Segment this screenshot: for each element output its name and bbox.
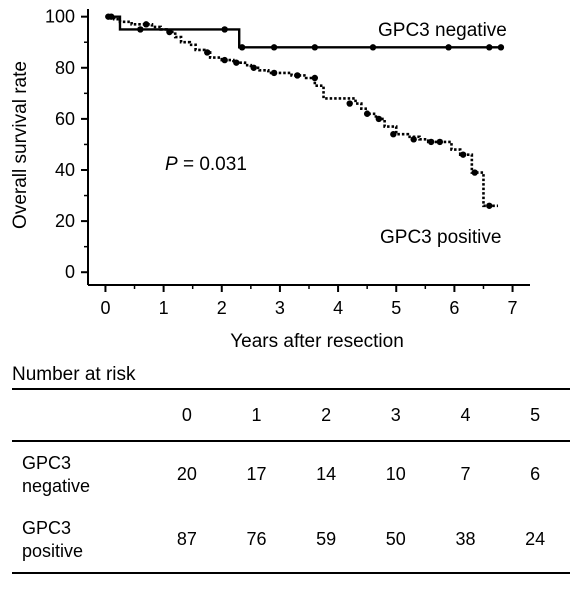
risk-count: 59 — [316, 529, 337, 549]
x-tick-label: 5 — [391, 298, 401, 318]
censor-mark — [369, 44, 377, 51]
x-tick-label: 2 — [217, 298, 227, 318]
risk-table-corner — [12, 389, 152, 441]
series-label-positive: GPC3 positive — [380, 227, 501, 248]
censor-mark — [486, 202, 493, 209]
censor-mark — [238, 44, 246, 51]
censor-mark — [311, 44, 319, 51]
x-tick-label: 4 — [333, 298, 343, 318]
censor-mark — [233, 59, 240, 66]
risk-count: 14 — [316, 464, 337, 484]
risk-year-5: 5 — [530, 404, 541, 425]
x-tick-label: 7 — [508, 298, 518, 318]
row-label-negative: GPC3 negative — [22, 452, 91, 496]
p-value-annotation: P = 0.031 — [165, 154, 247, 175]
risk-table: 0 1 2 3 4 5 GPC3 negative 20 17 14 10 7 6… — [12, 388, 570, 574]
censor-mark — [471, 169, 478, 176]
censor-mark — [270, 44, 278, 51]
risk-count: 87 — [176, 529, 197, 549]
positive-survival-curve — [105, 15, 499, 208]
x-axis-label: Years after resection — [230, 331, 404, 352]
censor-mark — [363, 110, 371, 117]
censor-mark — [142, 21, 150, 28]
risk-table-header: 0 1 2 3 4 5 — [12, 389, 570, 441]
censor-mark — [204, 49, 211, 56]
y-tick-label: 40 — [55, 160, 75, 180]
censor-mark — [459, 151, 467, 158]
chart-curves — [105, 13, 505, 209]
risk-year-1: 1 — [251, 404, 262, 425]
censor-mark — [311, 74, 319, 82]
y-tick-label: 100 — [45, 7, 75, 27]
censor-mark — [410, 136, 417, 143]
y-tick-label: 80 — [55, 58, 75, 78]
censor-mark — [221, 26, 228, 33]
risk-count: 24 — [525, 529, 546, 549]
row-label-positive: GPC3 positive — [22, 517, 84, 561]
censor-mark — [486, 44, 493, 51]
y-axis-label: Overall survival rate — [10, 61, 31, 229]
chart-labels: GPC3 negative GPC3 positive P = 0.031 Ye… — [10, 20, 507, 352]
x-tick-label: 0 — [100, 298, 110, 318]
risk-table-title: Number at risk — [12, 364, 136, 385]
censor-mark — [270, 69, 278, 77]
censor-mark — [445, 44, 452, 51]
x-tick-label: 6 — [449, 298, 459, 318]
x-tick-label: 1 — [159, 298, 169, 318]
series-label-negative: GPC3 negative — [378, 20, 507, 41]
censor-mark — [427, 138, 435, 146]
censor-mark — [375, 115, 382, 123]
censor-mark — [497, 44, 505, 51]
risk-year-4: 4 — [460, 404, 471, 425]
survival-chart: 0 1 2 3 4 5 6 7 0 20 40 60 80 100 GPC3 negative GPC3 … — [10, 7, 530, 352]
negative-survival-curve — [105, 15, 504, 49]
risk-year-3: 3 — [390, 404, 401, 425]
risk-count: 38 — [455, 529, 476, 549]
risk-count: 7 — [460, 464, 471, 484]
risk-year-2: 2 — [321, 404, 332, 425]
censor-mark — [346, 100, 353, 107]
y-tick-label: 60 — [55, 109, 75, 129]
chart-axes: 0 1 2 3 4 5 6 7 0 20 40 60 80 100 — [45, 7, 530, 318]
table-row: GPC3 negative 20 17 14 10 7 6 — [12, 441, 570, 507]
risk-count: 17 — [246, 464, 267, 484]
censor-mark — [137, 26, 144, 33]
censor-mark — [436, 138, 444, 146]
risk-year-0: 0 — [181, 404, 192, 425]
y-tick-label: 20 — [55, 211, 75, 231]
censor-mark — [221, 56, 228, 64]
table-row: GPC3 positive 87 76 59 50 38 24 — [12, 507, 570, 573]
risk-count: 76 — [246, 529, 267, 549]
x-tick-label: 3 — [275, 298, 285, 318]
censor-mark — [166, 28, 173, 36]
risk-count: 20 — [176, 464, 197, 484]
censor-mark — [390, 131, 397, 138]
risk-count: 50 — [385, 529, 406, 549]
censor-mark — [294, 72, 301, 79]
risk-count: 6 — [530, 464, 541, 484]
censor-mark — [250, 64, 257, 71]
risk-count: 10 — [385, 464, 406, 484]
y-tick-label: 0 — [65, 262, 75, 282]
